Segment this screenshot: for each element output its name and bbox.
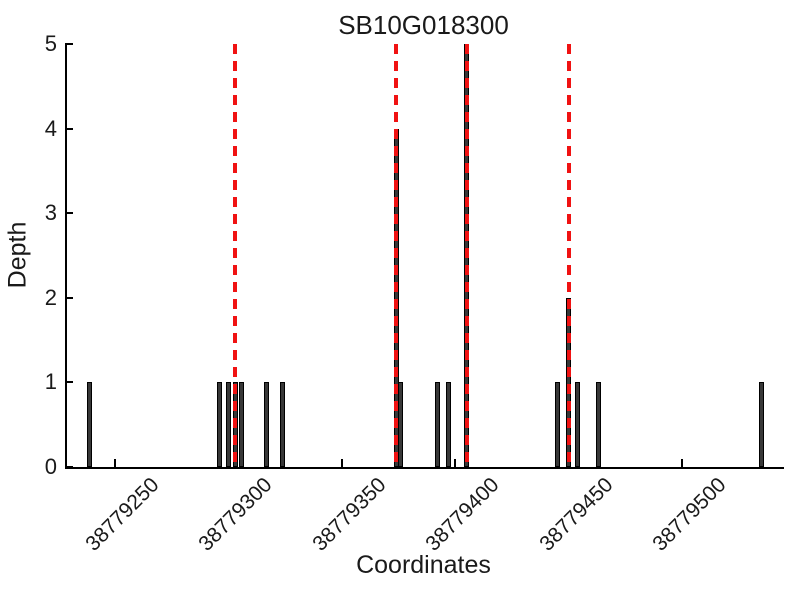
x-tick-label: 38779250 — [81, 473, 164, 556]
y-tick-label: 2 — [44, 284, 57, 310]
depth-bar — [434, 382, 440, 467]
depth-bar — [225, 382, 231, 467]
red-dashed-marker-line — [464, 44, 469, 467]
y-tick-label: 0 — [44, 454, 57, 479]
y-tick-label: 5 — [44, 31, 57, 56]
x-tick-label: 38779450 — [534, 473, 618, 556]
y-tick-label: 3 — [44, 200, 57, 226]
y-axis-label: Depth — [3, 221, 32, 289]
x-axis-label: Coordinates — [356, 551, 491, 579]
y-axis-tick — [65, 466, 73, 468]
depth-bar — [280, 382, 286, 467]
x-axis-tick — [113, 459, 116, 467]
x-axis-tick — [340, 459, 343, 467]
x-tick-label: 38779300 — [194, 473, 277, 556]
y-axis-tick — [65, 43, 73, 45]
x-tick-label: 38779350 — [308, 473, 391, 556]
y-axis-tick — [65, 381, 73, 384]
x-tick-label: 38779500 — [648, 473, 731, 556]
y-axis-tick — [65, 296, 73, 299]
depth-bar — [398, 382, 404, 467]
y-axis-tick — [65, 212, 73, 215]
depth-bar — [445, 382, 451, 467]
y-axis-tick — [65, 127, 73, 130]
depth-bar — [759, 382, 765, 467]
y-tick-label: 4 — [44, 115, 57, 141]
depth-bar — [575, 382, 581, 467]
red-dashed-marker-line — [233, 44, 238, 467]
depth-bar — [239, 382, 245, 467]
chart-title: SB10G018300 — [338, 10, 509, 40]
x-axis-tick — [454, 459, 457, 467]
y-tick-label: 1 — [44, 369, 57, 395]
depth-bar — [264, 382, 270, 467]
red-dashed-marker-line — [566, 44, 571, 467]
x-tick-label: 38779400 — [421, 473, 504, 556]
depth-bar — [216, 382, 222, 467]
depth-bar — [87, 382, 93, 467]
x-axis-tick — [681, 459, 684, 467]
plot-area — [65, 44, 784, 469]
depth-bar — [554, 382, 560, 467]
depth-bar — [595, 382, 601, 467]
red-dashed-marker-line — [394, 44, 399, 467]
